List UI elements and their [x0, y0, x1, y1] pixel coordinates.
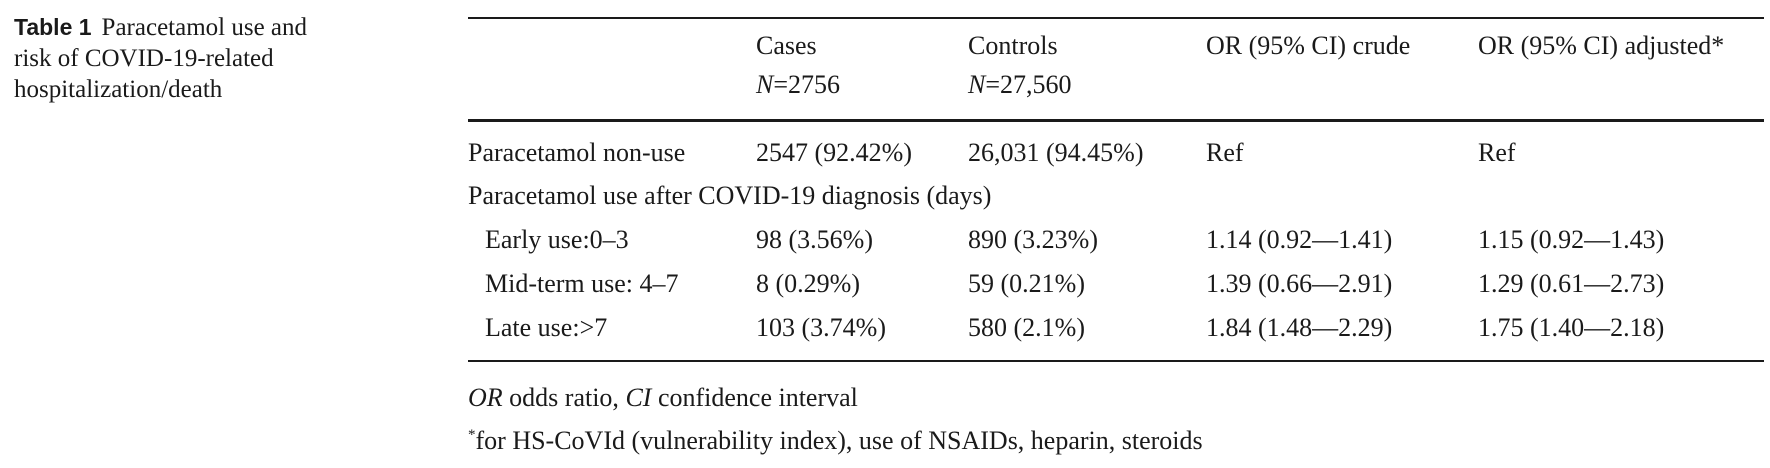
table-caption: Table 1 Paracetamol use and risk of COVID… [14, 12, 344, 105]
ci-text: confidence interval [651, 383, 858, 412]
footnote-abbreviations: OR odds ratio, CI confidence interval [468, 383, 858, 413]
n-symbol: N [968, 70, 986, 99]
cell-cases: 98 (3.56%) [756, 225, 873, 254]
cell-controls: 890 (3.23%) [968, 225, 1098, 254]
row-label: Mid-term use: 4–7 [485, 269, 679, 298]
header-cases: Cases [756, 31, 817, 60]
cell-or-adjusted: 1.15 (0.92—1.43) [1478, 225, 1665, 254]
header-controls: Controls [968, 31, 1058, 60]
row-label: Late use:>7 [485, 313, 608, 342]
bottom-rule [468, 360, 1764, 362]
n-value: =2756 [773, 70, 841, 99]
n-value: =27,560 [985, 70, 1072, 99]
header-controls-n: N=27,560 [968, 70, 1072, 100]
cell-or-adjusted: Ref [1478, 138, 1516, 167]
cell-controls: 580 (2.1%) [968, 313, 1085, 342]
footnote-adjusted: *for HS-CoVId (vulnerability index), use… [468, 426, 1203, 456]
n-symbol: N [756, 70, 774, 99]
cell-or-crude: 1.39 (0.66—2.91) [1206, 269, 1393, 298]
ci-abbr: CI [625, 383, 652, 412]
header-or-crude: OR (95% CI) crude [1206, 31, 1411, 60]
cell-or-crude: Ref [1206, 138, 1244, 167]
cell-controls: 59 (0.21%) [968, 269, 1085, 298]
row-label: Early use:0–3 [485, 225, 629, 254]
or-text: odds ratio, [502, 383, 626, 412]
footnote-text: for HS-CoVId (vulnerability index), use … [475, 426, 1203, 455]
or-abbr: OR [468, 383, 503, 412]
row-label: Paracetamol non-use [468, 138, 686, 167]
section-label: Paracetamol use after COVID-19 diagnosis… [468, 181, 992, 210]
header-rule [468, 119, 1764, 122]
cell-cases: 2547 (92.42%) [756, 138, 912, 167]
footnote-marker: * [468, 427, 476, 443]
cell-or-crude: 1.84 (1.48—2.29) [1206, 313, 1393, 342]
cell-cases: 8 (0.29%) [756, 269, 860, 298]
header-cases-n: N=2756 [756, 70, 840, 100]
table-title: Paracetamol use and risk of COVID-19-rel… [14, 14, 308, 103]
header-or-adjusted: OR (95% CI) adjusted* [1478, 31, 1725, 60]
cell-or-adjusted: 1.29 (0.61—2.73) [1478, 269, 1665, 298]
cell-or-adjusted: 1.75 (1.40—2.18) [1478, 313, 1665, 342]
top-rule [468, 17, 1764, 19]
cell-cases: 103 (3.74%) [756, 313, 886, 342]
cell-controls: 26,031 (94.45%) [968, 138, 1144, 167]
cell-or-crude: 1.14 (0.92—1.41) [1206, 225, 1393, 254]
table-label: Table 1 [14, 14, 92, 40]
